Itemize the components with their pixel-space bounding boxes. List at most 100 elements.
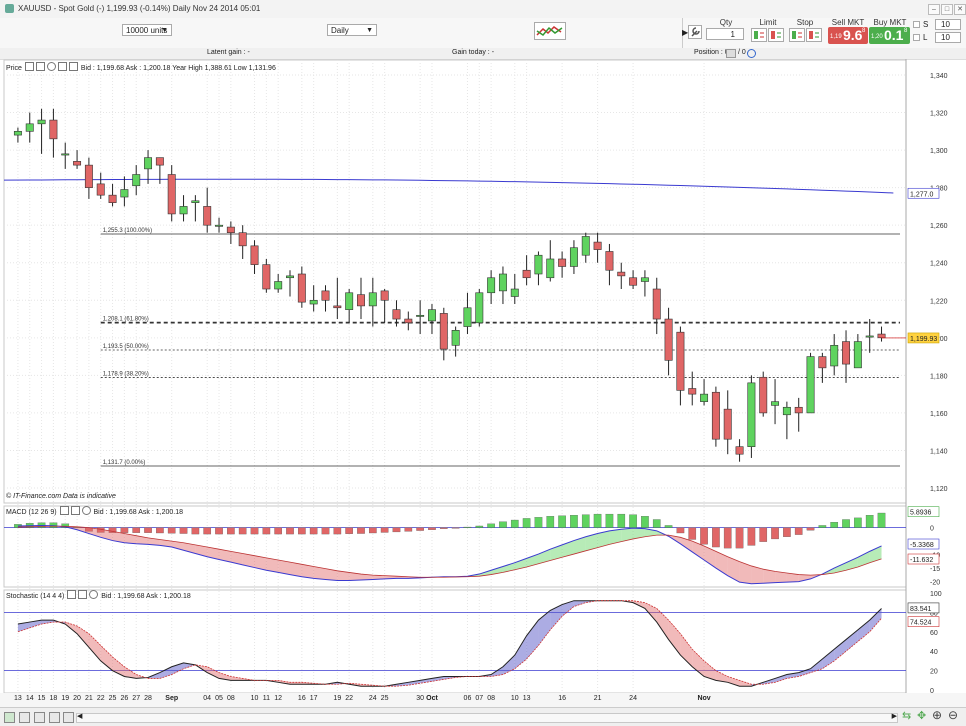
candle[interactable] <box>759 371 768 417</box>
buy-market-button[interactable]: 1,20 0.1 8 <box>869 27 910 44</box>
candle[interactable] <box>794 397 803 432</box>
candle[interactable] <box>806 352 815 414</box>
zoom-in-icon[interactable]: ⊕ <box>932 708 943 722</box>
candle[interactable] <box>569 240 578 274</box>
candle[interactable] <box>463 292 472 335</box>
candle[interactable] <box>120 176 129 207</box>
s-input[interactable]: 10 <box>935 19 961 30</box>
l-input[interactable]: 10 <box>935 32 961 43</box>
zoom-out-icon[interactable]: ⊖ <box>948 708 959 722</box>
candle[interactable] <box>853 334 862 369</box>
indicator-icon[interactable] <box>34 712 45 723</box>
bars-icon[interactable] <box>19 712 30 723</box>
chart-type-button[interactable] <box>534 22 566 40</box>
candle[interactable] <box>238 225 247 259</box>
candle[interactable] <box>629 270 638 290</box>
candle[interactable] <box>250 240 259 274</box>
candle[interactable] <box>735 439 744 462</box>
minimize-button[interactable]: – <box>928 4 940 15</box>
candle[interactable] <box>13 127 22 143</box>
wrench-icon[interactable] <box>688 25 702 39</box>
candle[interactable] <box>61 142 70 169</box>
candle[interactable] <box>321 285 330 312</box>
candle[interactable] <box>581 232 590 263</box>
candle[interactable] <box>605 243 614 286</box>
candle[interactable] <box>534 251 543 286</box>
candle[interactable] <box>711 386 720 447</box>
s-checkbox[interactable] <box>913 21 920 28</box>
candle[interactable] <box>593 232 602 263</box>
candle[interactable] <box>155 157 164 184</box>
candle[interactable] <box>179 195 188 222</box>
limit-buy-toggle[interactable] <box>751 28 767 42</box>
candle[interactable] <box>167 165 176 222</box>
candle[interactable] <box>475 289 484 327</box>
candle[interactable] <box>510 273 519 305</box>
candle[interactable] <box>84 157 93 199</box>
candles-icon[interactable] <box>4 712 15 723</box>
candle[interactable] <box>558 251 567 278</box>
candle[interactable] <box>782 401 791 440</box>
candle[interactable] <box>380 289 389 323</box>
window-icon[interactable] <box>35 62 45 71</box>
candle[interactable] <box>652 277 661 335</box>
size-dropdown[interactable]: 10000 units ▼ <box>122 24 172 36</box>
candle[interactable] <box>522 255 531 286</box>
wrench-icon[interactable] <box>59 506 69 515</box>
candle[interactable] <box>226 221 235 244</box>
candle[interactable] <box>108 183 117 207</box>
candle[interactable] <box>191 195 200 222</box>
candle[interactable] <box>286 270 294 297</box>
plus-icon[interactable] <box>57 62 67 71</box>
chart-area[interactable]: 1,255.3 (100.00%) 1,208.1 (61.80%) 1,193.5… <box>0 59 966 693</box>
stochastic-panel[interactable] <box>4 600 906 687</box>
close-icon[interactable] <box>46 62 56 71</box>
candle[interactable] <box>676 326 685 406</box>
candle[interactable] <box>877 326 886 342</box>
candle[interactable] <box>96 172 105 199</box>
close-icon[interactable] <box>81 506 91 515</box>
candle[interactable] <box>771 379 780 425</box>
candle[interactable] <box>830 334 839 376</box>
limit-sell-toggle[interactable] <box>768 28 784 42</box>
candle[interactable] <box>49 108 58 158</box>
price-panel[interactable]: 1,255.3 (100.00%) 1,208.1 (61.80%) 1,193.5… <box>3 108 906 467</box>
wrench-icon[interactable] <box>24 62 34 71</box>
candle[interactable] <box>262 258 271 293</box>
scroll-left-icon[interactable]: ◀ <box>77 713 83 720</box>
candle[interactable] <box>747 375 756 458</box>
l-checkbox[interactable] <box>913 34 920 41</box>
candle[interactable] <box>416 300 425 335</box>
candle[interactable] <box>144 150 153 184</box>
candle[interactable] <box>546 240 555 282</box>
candle[interactable] <box>357 277 365 320</box>
candle[interactable] <box>842 330 850 383</box>
stop-buy-toggle[interactable] <box>789 28 805 42</box>
close-button[interactable]: ✕ <box>954 4 966 15</box>
window-icon[interactable] <box>78 590 88 599</box>
candle[interactable] <box>498 266 507 305</box>
candle[interactable] <box>73 150 82 169</box>
position-icon[interactable] <box>726 49 736 58</box>
candle[interactable] <box>617 262 626 290</box>
window-icon[interactable] <box>70 506 80 515</box>
candle[interactable] <box>700 379 709 406</box>
candle[interactable] <box>215 217 223 233</box>
candle[interactable] <box>487 270 496 305</box>
candle[interactable] <box>640 270 649 297</box>
candle[interactable] <box>392 300 401 327</box>
settings-icon[interactable] <box>63 712 74 723</box>
autoscroll-icon[interactable]: ⇆ <box>902 710 912 722</box>
candle[interactable] <box>309 285 318 312</box>
wrench-icon[interactable] <box>67 590 77 599</box>
candle[interactable] <box>274 273 283 293</box>
candle[interactable] <box>818 352 827 383</box>
candle[interactable] <box>297 266 306 308</box>
candle[interactable] <box>688 371 697 406</box>
candle[interactable] <box>451 326 460 357</box>
draw-icon[interactable] <box>49 712 60 723</box>
maximize-button[interactable]: □ <box>941 4 953 15</box>
sell-market-button[interactable]: 1,19 9.6 8 <box>828 27 868 44</box>
candle[interactable] <box>428 304 436 335</box>
qty-input[interactable]: 1 <box>706 28 744 40</box>
